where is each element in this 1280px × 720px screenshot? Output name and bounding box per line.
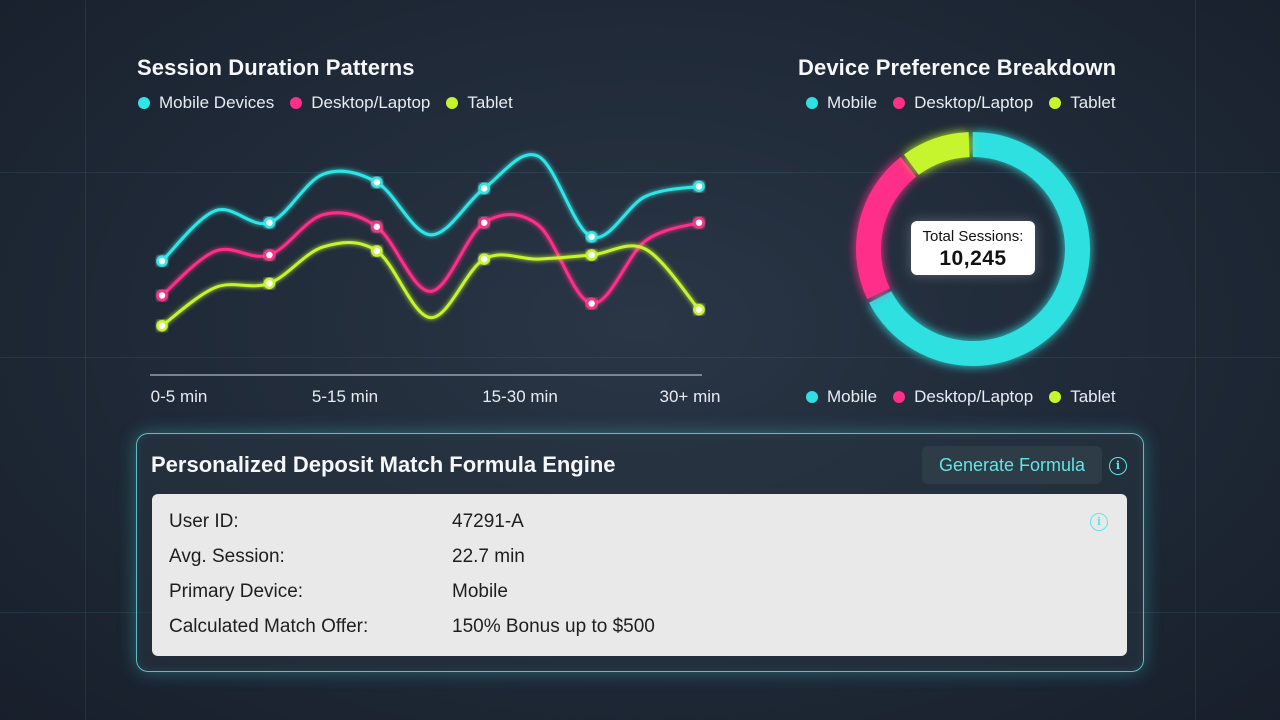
info-icon[interactable]: i: [1090, 513, 1108, 531]
line-chart-legend: Mobile Devices Desktop/Laptop Tablet: [138, 93, 529, 113]
legend-dot: [893, 391, 906, 403]
info-value: Mobile: [452, 581, 508, 602]
legend-item-desktop-laptop: Desktop/Laptop: [893, 387, 1033, 407]
data-point: [371, 176, 383, 189]
legend-dot: [893, 97, 906, 109]
info-value: 22.7 min: [452, 546, 525, 567]
info-row-primary-device: Primary Device: Mobile: [169, 581, 508, 603]
data-point: [156, 255, 168, 267]
info-icon[interactable]: i: [1109, 457, 1127, 475]
legend-label: Desktop/Laptop: [311, 93, 431, 112]
legend-label: Mobile Devices: [159, 93, 275, 112]
info-value: 150% Bonus up to $500: [452, 616, 655, 637]
info-row-avg-session: Avg. Session: 22.7 min: [169, 546, 525, 568]
data-point: [371, 245, 383, 257]
legend-label: Mobile: [827, 93, 878, 112]
legend-item-mobile: Mobile: [806, 387, 877, 407]
info-key: Primary Device:: [169, 581, 304, 602]
legend-item-tablet: Tablet: [446, 93, 513, 113]
legend-dot: [290, 97, 303, 109]
series-line-desktop-laptop: [161, 211, 700, 306]
data-point: [263, 249, 276, 261]
info-key: User ID:: [169, 511, 239, 532]
x-tick-label: 15-30 min: [482, 387, 558, 406]
data-point: [478, 182, 490, 195]
legend-item-mobile-devices: Mobile Devices: [138, 93, 274, 113]
series-line-tablet: [161, 241, 701, 327]
user-info-card: i User ID: 47291-A Avg. Session: 22.7 mi…: [152, 494, 1127, 656]
data-point: [693, 216, 705, 229]
line-chart-title: Session Duration Patterns: [137, 55, 415, 80]
data-point: [585, 297, 598, 310]
data-point: [693, 303, 705, 316]
x-tick-label: 30+ min: [660, 387, 721, 406]
total-sessions-box: Total Sessions: 10,245: [911, 221, 1035, 275]
data-point: [478, 216, 490, 229]
legend-item-tablet: Tablet: [1049, 387, 1116, 407]
total-sessions-label: Total Sessions:: [922, 228, 1024, 245]
info-key: Avg. Session:: [169, 546, 285, 567]
data-point: [263, 277, 276, 290]
info-row-user-id: User ID: 47291-A: [169, 511, 524, 533]
legend-dot: [138, 97, 150, 109]
donut-legend-top: Mobile Desktop/Laptop Tablet: [806, 93, 1132, 113]
data-point: [263, 216, 276, 229]
info-value: 47291-A: [452, 511, 524, 532]
legend-label: Tablet: [1070, 387, 1116, 406]
legend-label: Mobile: [827, 387, 878, 406]
legend-item-mobile: Mobile: [806, 93, 877, 113]
legend-label: Desktop/Laptop: [914, 387, 1034, 406]
series-line-mobile-devices: [160, 153, 700, 263]
data-point: [478, 253, 490, 265]
legend-label: Tablet: [1070, 93, 1116, 112]
legend-label: Tablet: [467, 93, 513, 112]
session-duration-line-chart: 0-5 min 5-15 min 15-30 min 30+ min: [150, 153, 721, 406]
data-point: [156, 289, 168, 302]
x-tick-label: 0-5 min: [151, 387, 208, 406]
donut-legend-bottom: Mobile Desktop/Laptop Tablet: [806, 387, 1132, 407]
data-point: [371, 221, 383, 233]
data-point: [585, 249, 598, 261]
legend-item-desktop-laptop: Desktop/Laptop: [893, 93, 1033, 113]
panel-title: Personalized Deposit Match Formula Engin…: [151, 452, 616, 477]
x-tick-label: 5-15 min: [312, 387, 378, 406]
legend-dot: [446, 97, 459, 109]
legend-dot: [806, 97, 818, 109]
legend-dot: [806, 391, 818, 403]
formula-engine-panel: Personalized Deposit Match Formula Engin…: [136, 433, 1144, 672]
donut-slice-desktop-laptop: [856, 156, 917, 300]
legend-item-desktop-laptop: Desktop/Laptop: [290, 93, 430, 113]
donut-chart-title: Device Preference Breakdown: [798, 55, 1117, 80]
legend-item-tablet: Tablet: [1049, 93, 1116, 113]
data-point: [156, 319, 168, 332]
legend-dot: [1049, 97, 1062, 109]
data-point: [585, 231, 598, 243]
legend-dot: [1049, 391, 1062, 403]
generate-formula-button[interactable]: Generate Formula: [922, 446, 1102, 484]
data-point: [693, 180, 705, 193]
info-row-match-offer: Calculated Match Offer: 150% Bonus up to…: [169, 616, 655, 638]
total-sessions-value: 10,245: [939, 247, 1007, 270]
device-preference-donut-chart: [856, 132, 1090, 366]
info-key: Calculated Match Offer:: [169, 616, 369, 637]
donut-slice-tablet: [903, 132, 970, 175]
legend-label: Desktop/Laptop: [914, 93, 1034, 112]
